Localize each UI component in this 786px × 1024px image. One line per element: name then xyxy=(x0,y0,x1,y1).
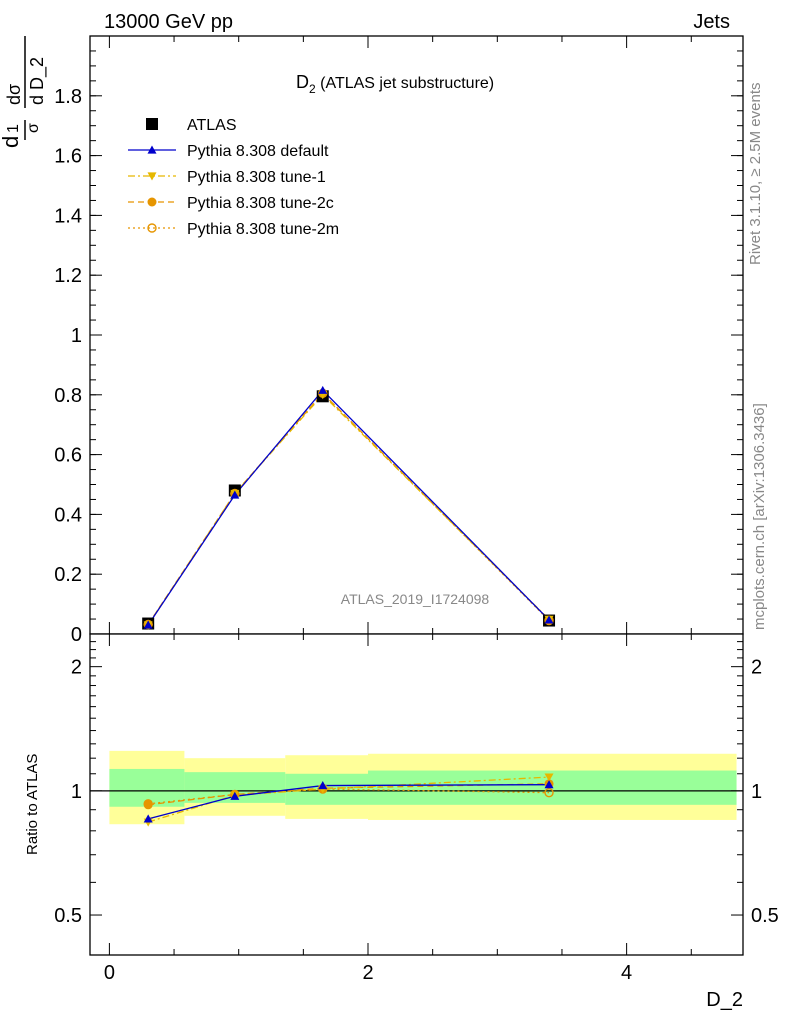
y-tick-label: 1.4 xyxy=(54,205,82,227)
header-left: 13000 GeV pp xyxy=(104,11,233,33)
legend-label: Pythia 8.308 tune-2c xyxy=(187,195,334,212)
analysis-watermark: ATLAS_2019_I1724098 xyxy=(341,591,490,607)
ratio-point xyxy=(544,773,554,782)
legend-label: Pythia 8.308 tune-2m xyxy=(187,221,339,238)
y-tick-label: 1.8 xyxy=(54,86,82,108)
mc-point xyxy=(143,620,153,629)
x-tick-label: 4 xyxy=(621,962,632,984)
main-title: D2 (ATLAS jet substructure) xyxy=(296,72,494,96)
ratio-y-tick-label-right: 1 xyxy=(751,781,762,803)
mc-point xyxy=(544,615,554,624)
svg-text:d D_2: d D_2 xyxy=(27,57,48,105)
ratio-point xyxy=(143,800,153,810)
ratio-y-tick-label-right: 2 xyxy=(751,657,762,679)
svg-text:dσ: dσ xyxy=(4,84,24,105)
ratio-frame xyxy=(89,633,744,956)
ratio-y-tick-label: 1 xyxy=(71,781,82,803)
ratio-series-line xyxy=(148,784,550,820)
svg-text:1: 1 xyxy=(5,124,22,133)
legend: ATLAS Pythia 8.308 default Pythia 8.308 tu… xyxy=(128,117,339,238)
x-tick-label: 2 xyxy=(362,962,373,984)
main-axes: 0.2 0.4 0.6 0.8 1 1.2 1.4 1.6 1.8 0 xyxy=(54,35,744,646)
legend-label: Pythia 8.308 tune-1 xyxy=(187,169,326,186)
y-tick-label: 1.2 xyxy=(54,265,82,287)
legend-marker xyxy=(146,118,158,130)
main-panel xyxy=(90,36,743,634)
ratio-y-axis-label: Ratio to ATLAS xyxy=(24,754,41,855)
legend-label: ATLAS xyxy=(187,117,237,134)
ratio-point xyxy=(318,781,328,790)
y-tick-label: 0.8 xyxy=(54,385,82,407)
ratio-series-line xyxy=(147,776,550,823)
mc-point xyxy=(230,490,240,499)
x-tick-label: 0 xyxy=(104,962,115,984)
main-plot-area xyxy=(90,36,743,634)
y-tick-label: 0.2 xyxy=(54,564,82,586)
legend-marker xyxy=(147,197,157,207)
ratio-series-layer xyxy=(143,773,554,827)
ratio-point xyxy=(230,791,240,800)
ratio-panel xyxy=(90,634,743,955)
legend-label: Pythia 8.308 default xyxy=(187,143,329,160)
ratio-point xyxy=(544,780,554,789)
ratio-y-tick-label-right: 0.5 xyxy=(751,905,779,927)
y-tick-label: 1 xyxy=(71,325,82,347)
legend-marker xyxy=(147,223,157,233)
main-series-layer xyxy=(142,385,556,630)
ratio-y-tick-label: 0.5 xyxy=(54,905,82,927)
header-right: Jets xyxy=(693,11,730,33)
ratio-y-tick-label: 2 xyxy=(71,657,82,679)
source-text: mcplots.cern.ch [arXiv:1306.3436] xyxy=(751,403,768,630)
legend-marker xyxy=(147,145,157,154)
ratio-point xyxy=(544,787,554,798)
series-line xyxy=(147,389,550,626)
main-y-axis-label: d 1 σ dσ d D_2 xyxy=(0,36,48,148)
y-tick-label: 0.6 xyxy=(54,445,82,467)
ratio-axes: 0.5 0.5 1 1 2 2 0 2 4 xyxy=(54,633,779,984)
mc-point xyxy=(318,385,328,394)
rivet-version-text: Rivet 3.1.10, ≥ 2.5M events xyxy=(747,83,764,266)
svg-text:d: d xyxy=(0,136,23,148)
ratio-point xyxy=(143,814,153,823)
x-axis-label: D_2 xyxy=(706,989,743,1011)
legend-marker xyxy=(147,172,157,181)
y-tick-label: 0 xyxy=(71,624,82,646)
svg-text:σ: σ xyxy=(25,123,42,133)
y-tick-label: 1.6 xyxy=(54,146,82,168)
y-tick-label: 0.4 xyxy=(54,504,82,526)
